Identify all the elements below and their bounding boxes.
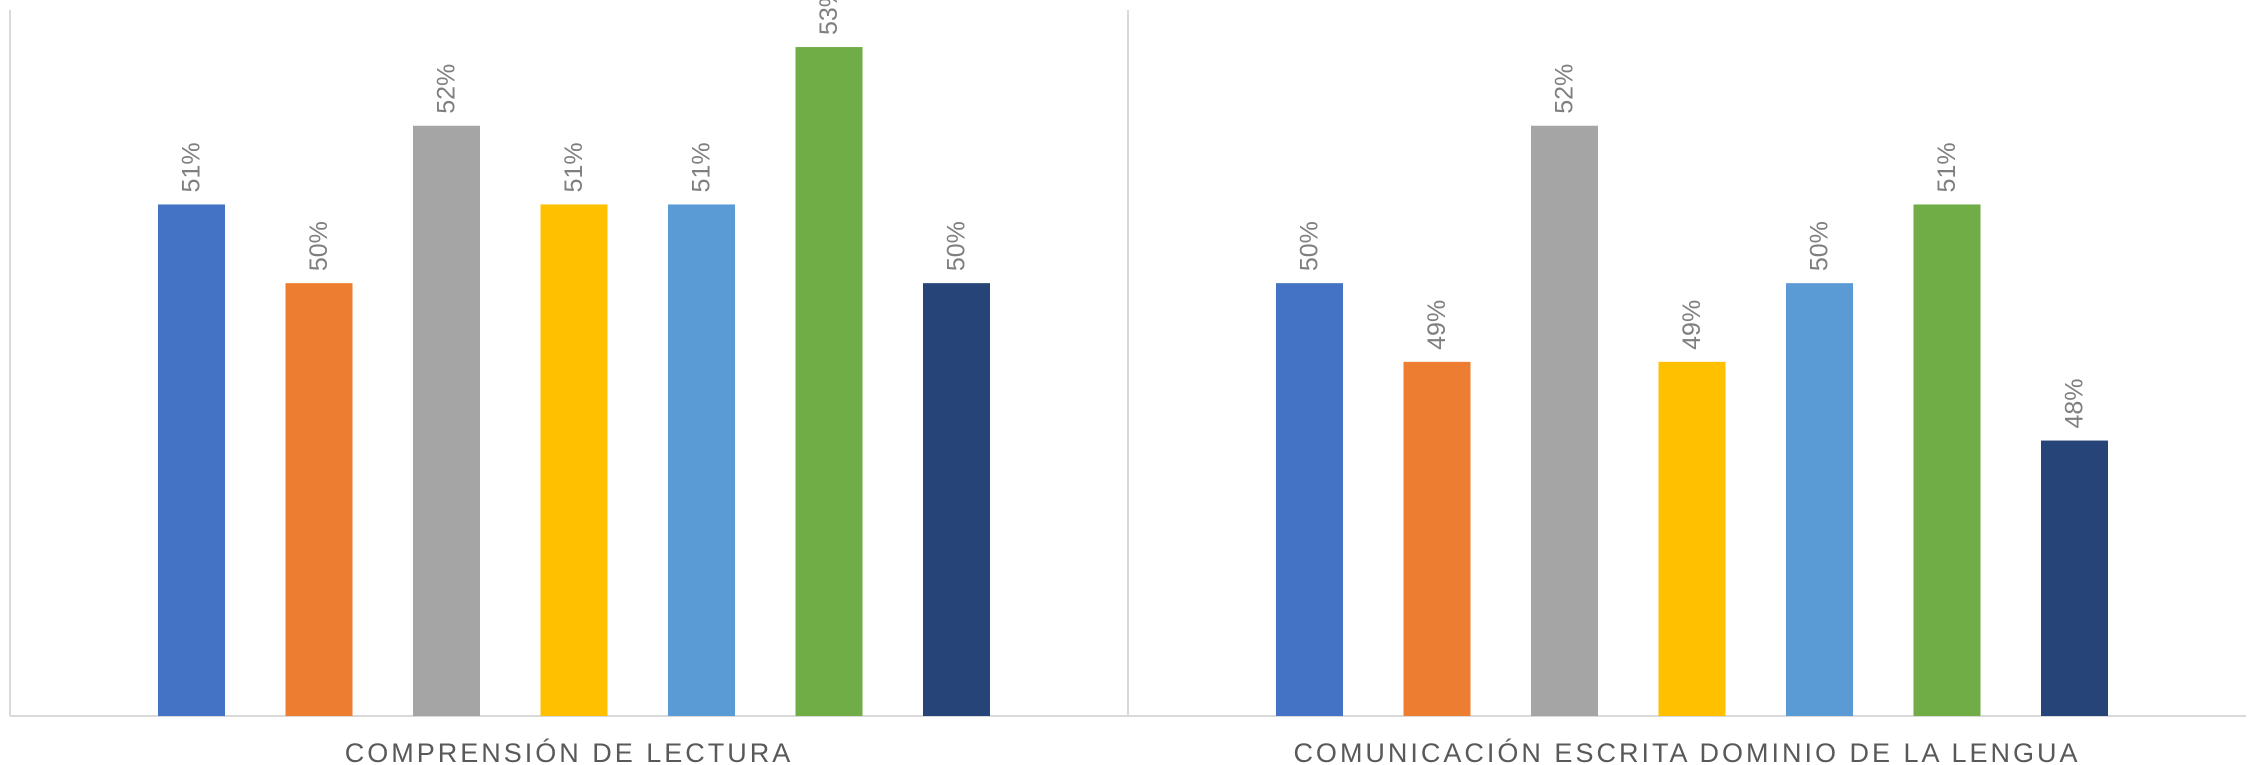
data-label-1-3: 52% xyxy=(433,64,461,114)
data-label-2-1: 50% xyxy=(1296,221,1324,271)
bar-1-7 xyxy=(923,283,990,716)
bar-2-5 xyxy=(1786,283,1853,716)
data-label-2-4: 49% xyxy=(1678,300,1706,350)
bar-1-5 xyxy=(668,204,735,716)
bar-2-7 xyxy=(2041,440,2108,716)
bar-2-1 xyxy=(1276,283,1343,716)
data-label-1-2: 50% xyxy=(305,221,333,271)
category-label-2: COMUNICACIÓN ESCRITA DOMINIO DE LA LENGU… xyxy=(1293,737,2080,765)
bar-1-4 xyxy=(540,204,608,716)
bar-2-3 xyxy=(1531,125,1598,716)
bar-1-1 xyxy=(158,204,225,716)
bars-group xyxy=(158,47,2108,717)
data-label-2-7: 48% xyxy=(2061,379,2089,429)
data-label-1-5: 51% xyxy=(688,142,716,192)
bar-1-3 xyxy=(413,125,480,716)
data-label-2-6: 51% xyxy=(1933,142,1961,192)
data-label-2-2: 49% xyxy=(1423,300,1451,350)
data-label-1-4: 51% xyxy=(560,142,588,192)
bar-2-2 xyxy=(1403,361,1471,716)
bar-2-4 xyxy=(1658,361,1726,716)
bar-1-2 xyxy=(285,283,353,716)
data-label-2-3: 52% xyxy=(1551,64,1579,114)
category-labels-group: COMPRENSIÓN DE LECTURA COMUNICACIÓN ESCRI… xyxy=(345,737,2080,765)
data-label-1-6: 53% xyxy=(815,0,843,35)
data-label-1-1: 51% xyxy=(178,142,206,192)
category-label-1: COMPRENSIÓN DE LECTURA xyxy=(345,737,794,765)
bar-1-6 xyxy=(795,47,863,717)
bar-2-6 xyxy=(1913,204,1981,716)
data-label-2-5: 50% xyxy=(1806,221,1834,271)
data-labels-group: 51% 50% 52% 51% 51% 53% 50% 50% 49% 52% 49% 50% 51% 4… xyxy=(178,0,2089,429)
data-label-1-7: 50% xyxy=(943,221,971,271)
